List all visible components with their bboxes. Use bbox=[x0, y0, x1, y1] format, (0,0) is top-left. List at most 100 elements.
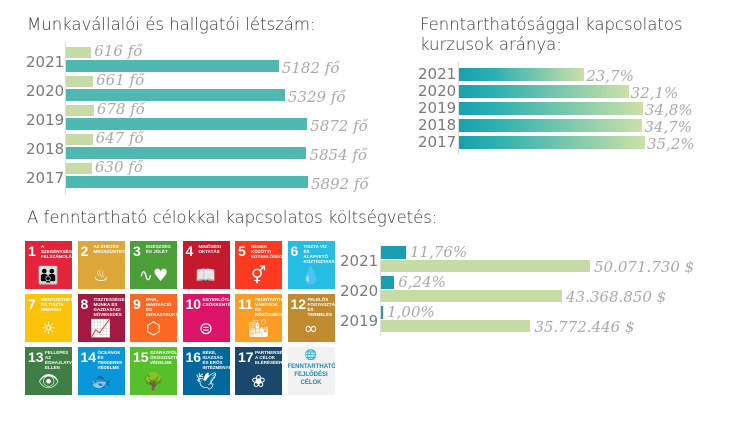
sdg-tile-label: Óceánok és tengerek védelme bbox=[97, 350, 123, 370]
sdg-tile-number: 13 bbox=[28, 349, 44, 365]
sdg-tile-number: 14 bbox=[80, 349, 97, 365]
sdg-logo-text: FENNTARTHATÓ FEJLŐDÉSI CÉLOK bbox=[287, 364, 335, 386]
sdg-tile-label: Nemek közötti egyenlőség bbox=[251, 244, 282, 259]
staff-bar bbox=[66, 47, 92, 58]
year-label: 2019 bbox=[340, 312, 379, 330]
year-label: 2021 bbox=[26, 53, 65, 71]
sdg-tile-6: 6Tiszta víz és alapvető köztisztaság💧 bbox=[287, 241, 335, 289]
course-share-value: 32,1% bbox=[630, 84, 679, 102]
sdg-tile-number: 17 bbox=[238, 349, 254, 365]
student-value: 5872 fő bbox=[310, 117, 368, 135]
staff-value: 661 fő bbox=[96, 71, 145, 89]
course-share-value: 35,2% bbox=[647, 135, 695, 153]
sdg-share-value: 6,24% bbox=[398, 273, 446, 291]
sdg-share-value: 11,76% bbox=[410, 243, 468, 261]
year-label: 2020 bbox=[418, 82, 457, 100]
book-icon: 📖 bbox=[195, 266, 217, 286]
course-share-bar bbox=[459, 85, 629, 98]
year-label: 2019 bbox=[26, 111, 65, 129]
sdg-logo-tile: 🌐 FENNTARTHATÓ FEJLŐDÉSI CÉLOK bbox=[287, 347, 335, 395]
equal-icon: ⊜ bbox=[198, 319, 214, 339]
growth-chart-icon: 📈 bbox=[90, 319, 112, 339]
sun-icon: ☼ bbox=[40, 319, 57, 339]
student-bar bbox=[66, 118, 308, 130]
staff-bar bbox=[66, 134, 93, 145]
courses-axis bbox=[458, 62, 459, 154]
course-share-bar bbox=[459, 136, 645, 149]
budget-bar bbox=[381, 320, 531, 332]
sdg-tile-15: 15Szárazföldi ökoszisztémák védelme 🌳 bbox=[130, 347, 177, 395]
bowl-icon: ♨ bbox=[93, 266, 109, 286]
sdg-tile-number: 10 bbox=[185, 296, 202, 312]
eye-icon: 👁 bbox=[37, 372, 60, 392]
year-label: 2021 bbox=[340, 252, 379, 270]
staff-bar bbox=[66, 76, 94, 87]
sdg-share-bar bbox=[381, 276, 395, 289]
rings-icon: ❀ bbox=[251, 372, 266, 392]
sdg-tile-9: 9 Ipar, innováció és infrastruktúra⬡ bbox=[130, 294, 177, 342]
course-share-bar bbox=[459, 68, 585, 81]
sdg-tile-number: 16 bbox=[185, 349, 202, 365]
staff-value: 630 fő bbox=[94, 158, 143, 176]
cubes-icon: ⬡ bbox=[146, 319, 161, 339]
year-label: 2017 bbox=[26, 169, 65, 187]
infinity-icon: ∞ bbox=[303, 319, 319, 339]
sdg-tile-number: 8 bbox=[80, 296, 89, 312]
sdg-tile-number: 5 bbox=[238, 243, 246, 259]
sdg-tile-label: Tisztességes munka és gazdasági növekedé… bbox=[93, 297, 125, 317]
headcount-chart-title: Munkavállalói és hallgatói létszám: bbox=[27, 15, 316, 34]
sdg-tile-label: Megfizethető és tiszta energia bbox=[41, 297, 72, 312]
sdg-tile-17: 17Partnerség a célok eléréséért ❀ bbox=[235, 347, 282, 395]
sdg-tile-7: 7 Megfizethető és tiszta energia ☼ bbox=[25, 294, 72, 342]
year-label: 2018 bbox=[418, 116, 457, 134]
year-label: 2020 bbox=[340, 282, 379, 300]
gender-icon: ⚥ bbox=[250, 266, 267, 286]
year-label: 2018 bbox=[26, 140, 65, 158]
student-value: 5892 fő bbox=[311, 175, 369, 193]
water-icon: 💧 bbox=[300, 266, 322, 286]
course-share-bar bbox=[459, 119, 643, 132]
courses-chart-title-line2: kurzusok aránya: bbox=[420, 35, 562, 54]
sdg-tile-4: 4 Minőségi oktatás 📖 bbox=[182, 241, 230, 289]
sdg-tile-label: Minőségi oktatás bbox=[198, 244, 222, 254]
sdg-tile-label: Fenntartható városok és közösségek bbox=[255, 297, 282, 317]
un-emblem-icon: 🌐 bbox=[304, 350, 318, 361]
sdg-tile-label: Fellépés az éghajlatváltozás ellen bbox=[45, 350, 72, 370]
budget-value: 50.071.730 $ bbox=[594, 258, 695, 276]
budget-chart-title: A fenntartható célokkal kapcsolatos költ… bbox=[27, 208, 438, 227]
sdg-tile-11: 11Fenntartható városok és közösségek🏙 bbox=[235, 294, 282, 342]
year-label: 2020 bbox=[26, 82, 65, 100]
sdg-tile-2: 2 Az éhezés megszüntetése ♨ bbox=[77, 241, 125, 289]
student-bar bbox=[66, 60, 279, 72]
budget-value: 35.772.446 $ bbox=[534, 318, 635, 336]
staff-bar bbox=[66, 105, 94, 116]
courses-chart-title-line1: Fenntarthatósággal kapcsolatos bbox=[420, 15, 683, 34]
sdg-tile-number: 2 bbox=[80, 243, 89, 259]
dove-icon: 🕊 bbox=[195, 372, 217, 392]
sdg-tile-16: 16Béke, igazság és erős intézmények🕊 bbox=[182, 347, 230, 395]
sdg-share-bar bbox=[381, 306, 384, 319]
budget-bar bbox=[381, 260, 590, 272]
sdg-tile-label: Tiszta víz és alapvető köztisztaság bbox=[303, 244, 335, 264]
budget-axis bbox=[380, 243, 381, 336]
sdg-tile-number: 9 bbox=[133, 296, 141, 312]
budget-value: 43.368.850 $ bbox=[566, 288, 667, 306]
sdg-tile-5: 5 Nemek közötti egyenlőség ⚥ bbox=[235, 241, 282, 289]
staff-value: 647 fő bbox=[95, 129, 144, 147]
course-share-value: 34,7% bbox=[644, 118, 692, 136]
sdg-tile-number: 3 bbox=[133, 243, 141, 259]
sdg-tile-label: Ipar, innováció és infrastruktúra bbox=[146, 297, 177, 317]
student-value: 5182 fő bbox=[281, 59, 340, 77]
fish-icon: 🐟 bbox=[90, 372, 112, 392]
heartbeat-icon: ∿♥ bbox=[138, 266, 169, 286]
sdg-tile-label: Egyenlőtlenségek csökkentése bbox=[202, 297, 230, 307]
staff-bar bbox=[66, 163, 92, 174]
student-bar bbox=[66, 89, 285, 101]
buildings-icon: 🏙 bbox=[247, 319, 270, 339]
student-bar bbox=[66, 147, 307, 159]
student-bar bbox=[66, 176, 308, 188]
student-value: 5329 fő bbox=[287, 88, 346, 106]
sdg-tile-label: Egészség és jólét bbox=[146, 244, 171, 254]
headcount-axis bbox=[65, 42, 66, 195]
